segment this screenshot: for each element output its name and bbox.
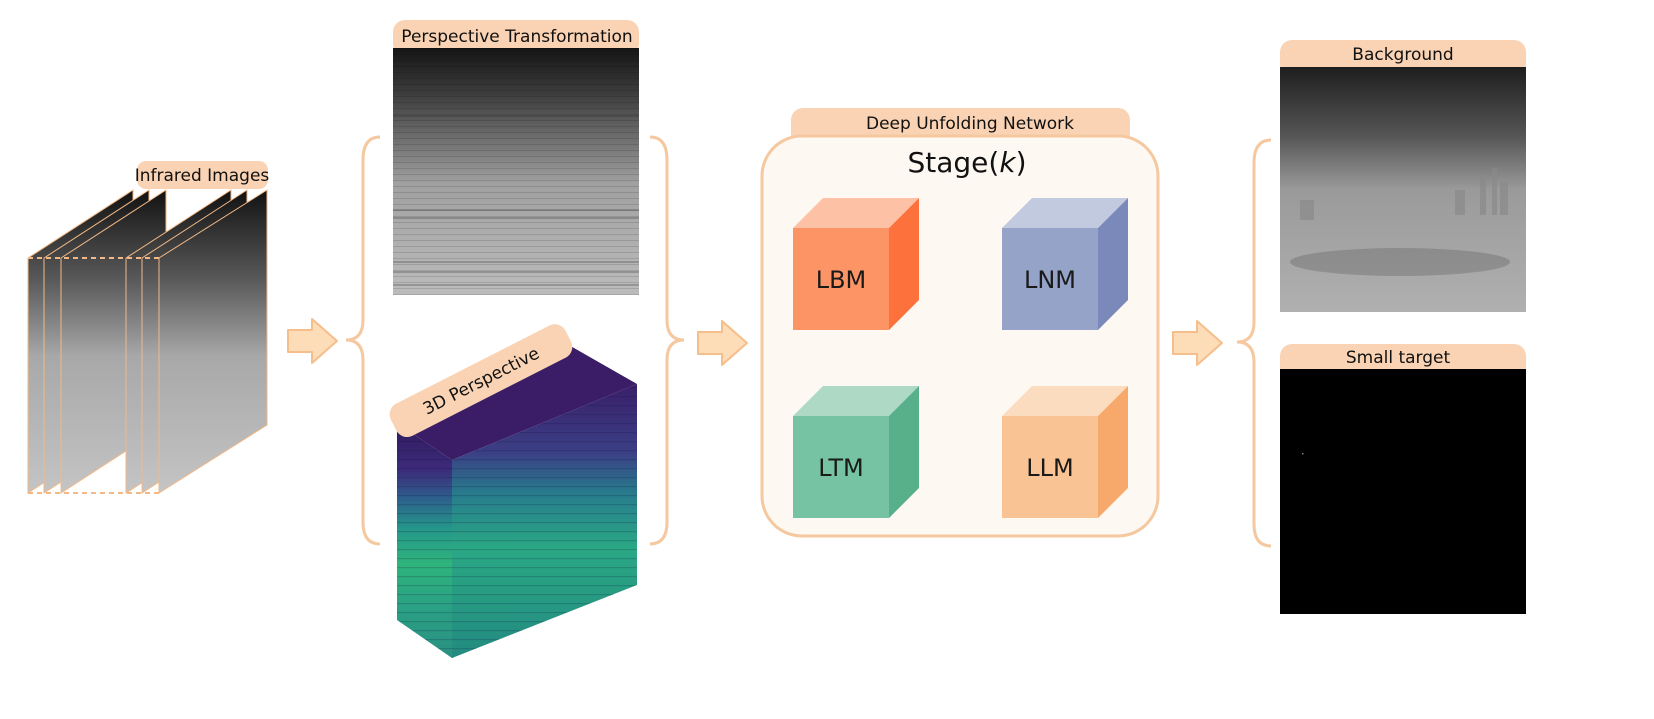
module-label: LTM bbox=[818, 454, 863, 482]
cube-front-face bbox=[793, 416, 889, 518]
small-target-label: Small target bbox=[1346, 348, 1451, 368]
module-cube-llm: LLM bbox=[1002, 386, 1128, 518]
background-label: Background bbox=[1352, 45, 1453, 65]
module-cube-lbm: LBM bbox=[793, 198, 919, 330]
infrared-images-tab bbox=[137, 161, 268, 189]
cube-side-face bbox=[1098, 386, 1128, 518]
flow-arrow bbox=[697, 320, 748, 366]
cube-side-face bbox=[889, 386, 919, 518]
perspective-transformation-panel: Perspective Transformation bbox=[393, 20, 639, 295]
flow-arrow bbox=[287, 318, 338, 364]
cube-side-face bbox=[1098, 198, 1128, 330]
small-target-image bbox=[1280, 369, 1526, 614]
perspective-3d-panel: 3D Perspective bbox=[389, 324, 637, 658]
cube-side-face bbox=[889, 198, 919, 330]
small-target-output-panel: Small target bbox=[1280, 344, 1526, 614]
flow-arrow bbox=[1172, 320, 1223, 366]
cube-top-face bbox=[1002, 386, 1128, 416]
infrared-image-stack: Infrared Images bbox=[27, 161, 270, 494]
deep-unfolding-network-label: Deep Unfolding Network bbox=[866, 114, 1074, 134]
stage-title: Stage(k) bbox=[908, 146, 1027, 179]
module-cubes: LBM LNM LTM LLM bbox=[793, 198, 1128, 518]
perspective-3d-tab bbox=[389, 324, 573, 438]
target-point bbox=[1302, 453, 1304, 455]
cube-top-face bbox=[1002, 198, 1128, 228]
cube-top-face bbox=[793, 386, 919, 416]
right-brace bbox=[649, 135, 685, 546]
infrared-frame bbox=[158, 189, 268, 494]
volume-top-face bbox=[397, 340, 637, 460]
cube-front-face bbox=[1002, 228, 1098, 330]
cube-top-face bbox=[793, 198, 919, 228]
module-cube-ltm: LTM bbox=[793, 386, 919, 518]
module-cube-lnm: LNM bbox=[1002, 198, 1128, 330]
left-brace bbox=[345, 135, 381, 546]
output-brace bbox=[1236, 138, 1272, 548]
module-label: LNM bbox=[1024, 266, 1076, 294]
cube-front-face bbox=[1002, 416, 1098, 518]
perspective-transformation-tab bbox=[393, 20, 639, 56]
background-output-panel: Background bbox=[1280, 40, 1526, 312]
module-label: LBM bbox=[816, 266, 867, 294]
module-label: LLM bbox=[1026, 454, 1073, 482]
perspective-transformation-label: Perspective Transformation bbox=[401, 27, 632, 47]
deep-unfolding-network-panel: Deep Unfolding Network Stage(k) LBM LNM LT… bbox=[760, 108, 1160, 538]
infrared-images-label: Infrared Images bbox=[135, 166, 270, 186]
cube-front-face bbox=[793, 228, 889, 330]
